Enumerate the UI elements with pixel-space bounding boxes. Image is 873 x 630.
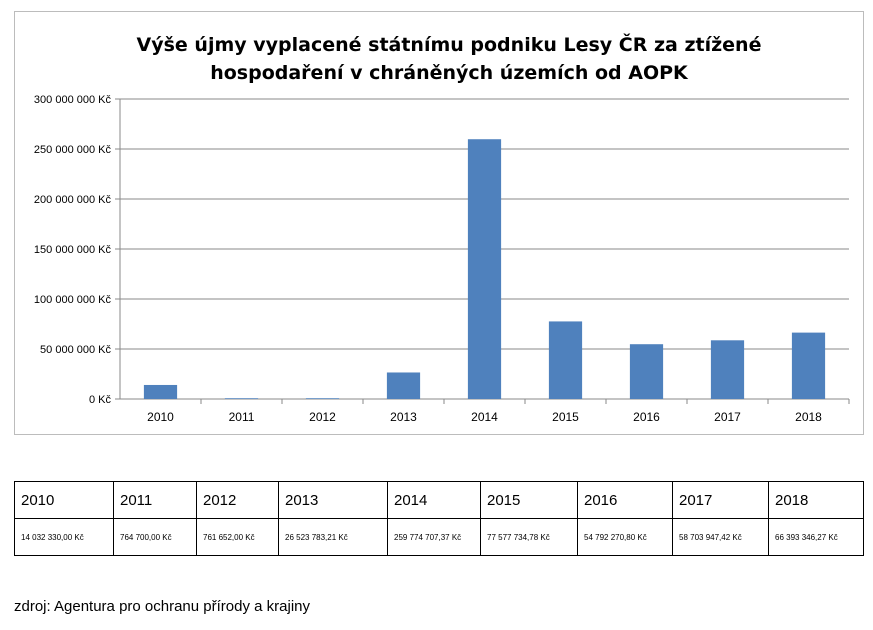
table-year-cell: 2011 bbox=[113, 481, 197, 519]
data-table: 2010 2011 2012 2013 2014 2015 2016 2017 2018 14 … bbox=[14, 481, 864, 556]
chart-title-line: hospodaření v chráněných územích od AOPK bbox=[210, 62, 689, 84]
table-value-row: 14 032 330,00 Kč 764 700,00 Kč 761 652,00 … bbox=[14, 518, 864, 556]
bar-2014 bbox=[467, 139, 502, 400]
table-value-cell: 26 523 783,21 Kč bbox=[278, 518, 388, 556]
bar-2016 bbox=[629, 344, 664, 399]
source-note: zdroj: Agentura pro ochranu přírody a kr… bbox=[14, 598, 310, 615]
chart-frame: Výše újmy vyplacené státnímu podniku Les… bbox=[14, 11, 864, 435]
y-tick-label: 150 000 000 Kč bbox=[34, 244, 112, 256]
x-tick-label: 2017 bbox=[714, 410, 741, 424]
table-value-cell: 66 393 346,27 Kč bbox=[768, 518, 864, 556]
bar-2017 bbox=[710, 340, 745, 399]
table-value-cell: 14 032 330,00 Kč bbox=[14, 518, 114, 556]
table-year-cell: 2017 bbox=[672, 481, 769, 519]
bar-2011 bbox=[224, 398, 259, 399]
table-year-cell: 2018 bbox=[768, 481, 864, 519]
bar-2010 bbox=[143, 384, 178, 399]
table-value-cell: 259 774 707,37 Kč bbox=[387, 518, 481, 556]
table-value-cell: 77 577 734,78 Kč bbox=[480, 518, 578, 556]
y-tick-label: 300 000 000 Kč bbox=[34, 94, 112, 106]
table-year-cell: 2013 bbox=[278, 481, 388, 519]
table-year-cell: 2012 bbox=[196, 481, 279, 519]
y-tick-label: 50 000 000 Kč bbox=[40, 344, 111, 356]
bar-2015 bbox=[548, 321, 583, 399]
y-tick-label: 100 000 000 Kč bbox=[34, 294, 112, 306]
table-year-cell: 2015 bbox=[480, 481, 578, 519]
table-year-row: 2010 2011 2012 2013 2014 2015 2016 2017 2018 bbox=[14, 481, 864, 519]
table-year-cell: 2010 bbox=[14, 481, 114, 519]
table-year-cell: 2014 bbox=[387, 481, 481, 519]
x-tick-label: 2013 bbox=[390, 410, 417, 424]
table-value-cell: 761 652,00 Kč bbox=[196, 518, 279, 556]
x-tick-label: 2016 bbox=[633, 410, 660, 424]
x-tick-label: 2011 bbox=[229, 410, 255, 424]
x-tick-label: 2012 bbox=[309, 410, 336, 424]
x-tick-label: 2014 bbox=[471, 410, 498, 424]
y-tick-label: 250 000 000 Kč bbox=[34, 144, 112, 156]
table-value-cell: 58 703 947,42 Kč bbox=[672, 518, 769, 556]
x-tick-label: 2015 bbox=[552, 410, 579, 424]
bar-2012 bbox=[305, 398, 340, 399]
x-tick-label: 2018 bbox=[795, 410, 822, 424]
bar-2018 bbox=[791, 332, 826, 399]
bar-2013 bbox=[386, 372, 421, 399]
chart-title-line: Výše újmy vyplacené státnímu podniku Les… bbox=[137, 32, 762, 56]
y-tick-label: 200 000 000 Kč bbox=[34, 194, 112, 206]
table-year-cell: 2016 bbox=[577, 481, 673, 519]
bar-chart: Výše újmy vyplacené státnímu podniku Les… bbox=[34, 32, 850, 424]
table-value-cell: 764 700,00 Kč bbox=[113, 518, 197, 556]
table-value-cell: 54 792 270,80 Kč bbox=[577, 518, 673, 556]
y-tick-label: 0 Kč bbox=[89, 394, 112, 406]
x-tick-label: 2010 bbox=[147, 410, 174, 424]
